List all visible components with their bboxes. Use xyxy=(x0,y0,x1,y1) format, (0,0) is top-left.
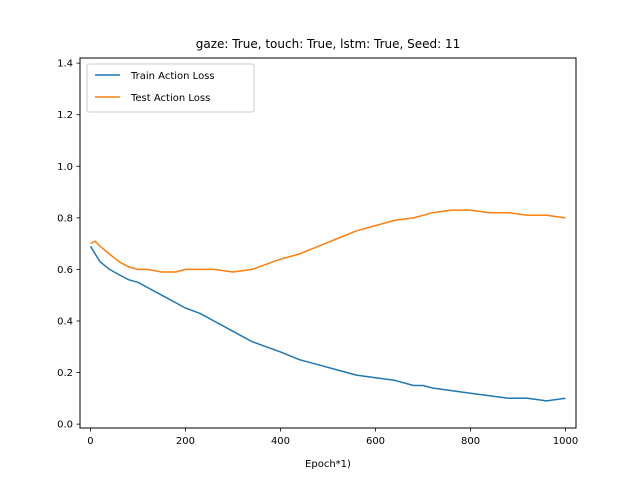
y-tick-label: 0.6 xyxy=(57,265,73,276)
y-tick-label: 1.0 xyxy=(57,162,73,173)
x-tick-label: 800 xyxy=(461,436,480,447)
y-tick-label: 0.2 xyxy=(57,368,73,379)
y-tick-label: 1.2 xyxy=(57,110,73,121)
x-axis-label: Epoch*1) xyxy=(305,459,351,470)
chart-title: gaze: True, touch: True, lstm: True, See… xyxy=(196,37,461,51)
series-line-train xyxy=(89,245,566,402)
y-tick-label: 0.0 xyxy=(57,420,73,431)
x-tick-label: 400 xyxy=(271,436,290,447)
y-tick-label: 1.4 xyxy=(57,59,73,70)
y-tick-label: 0.8 xyxy=(57,213,73,224)
legend-label-test: Test Action Loss xyxy=(130,93,210,104)
x-tick-label: 1000 xyxy=(553,436,578,447)
legend-label-train: Train Action Loss xyxy=(130,71,215,82)
legend-box xyxy=(86,63,255,113)
y-tick-label: 0.4 xyxy=(57,316,73,327)
x-tick-label: 200 xyxy=(176,436,195,447)
x-tick-label: 600 xyxy=(366,436,385,447)
series-line-test xyxy=(90,209,566,273)
x-tick-label: 0 xyxy=(87,436,93,447)
axes-frame xyxy=(79,57,577,429)
legend: Train Action Loss Test Action Loss xyxy=(86,63,255,113)
axis-ticks: 0 200 400 600 800 1000 0.0 0.2 0.4 0.6 0.8 1.0 1.2 1.… xyxy=(57,59,578,447)
plot-area xyxy=(89,209,566,402)
